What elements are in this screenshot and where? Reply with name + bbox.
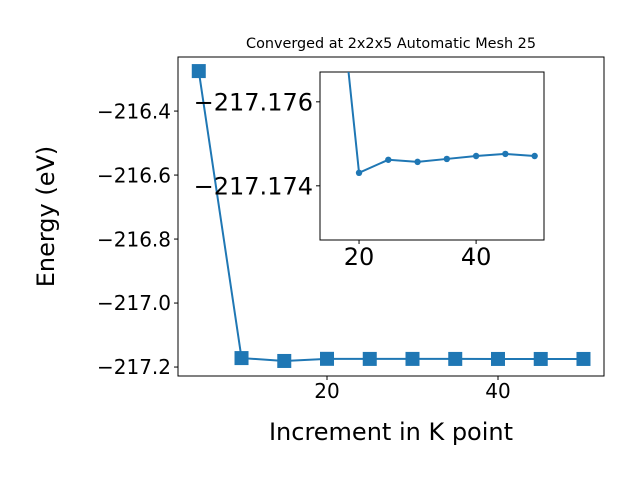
data-point — [472, 152, 480, 160]
y-tick-label: −217.2 — [97, 355, 171, 379]
x-tick-label: 20 — [344, 243, 375, 271]
y-tick-label: −217.176 — [194, 88, 313, 116]
plot-content — [191, 64, 591, 368]
data-line — [347, 72, 535, 175]
x-axis-label: Increment in K point — [269, 418, 513, 446]
data-point — [576, 351, 591, 366]
plot-area — [319, 71, 545, 241]
data-point — [448, 351, 463, 366]
data-point — [531, 152, 538, 160]
data-point — [502, 150, 509, 158]
data-point — [320, 351, 335, 366]
data-point — [533, 351, 548, 366]
data-line — [197, 70, 584, 362]
data-point — [490, 351, 505, 366]
chart-title: Converged at 2x2x5 Automatic Mesh 25 — [246, 36, 536, 52]
data-point — [355, 169, 363, 176]
y-tick-label: −216.8 — [97, 227, 171, 251]
y-axis-label: Energy (eV) — [32, 146, 60, 288]
data-point — [191, 64, 206, 79]
plot-content — [347, 72, 538, 176]
data-point — [277, 353, 292, 368]
data-point — [385, 156, 392, 163]
y-tick-label: −217.174 — [194, 172, 313, 200]
data-point — [362, 351, 377, 366]
data-point — [405, 351, 420, 366]
y-tick-label: −216.4 — [97, 99, 171, 123]
data-point — [414, 158, 421, 166]
y-tick-label: −216.6 — [97, 163, 171, 187]
x-tick-label: 40 — [461, 243, 492, 271]
axes: 20 40 −217.174 −217.176 — [194, 71, 545, 271]
x-tick-label: 40 — [485, 379, 510, 403]
data-point — [443, 155, 451, 163]
y-tick-label: −217.0 — [97, 291, 171, 315]
x-tick-label: 20 — [314, 379, 339, 403]
data-point — [234, 351, 249, 366]
